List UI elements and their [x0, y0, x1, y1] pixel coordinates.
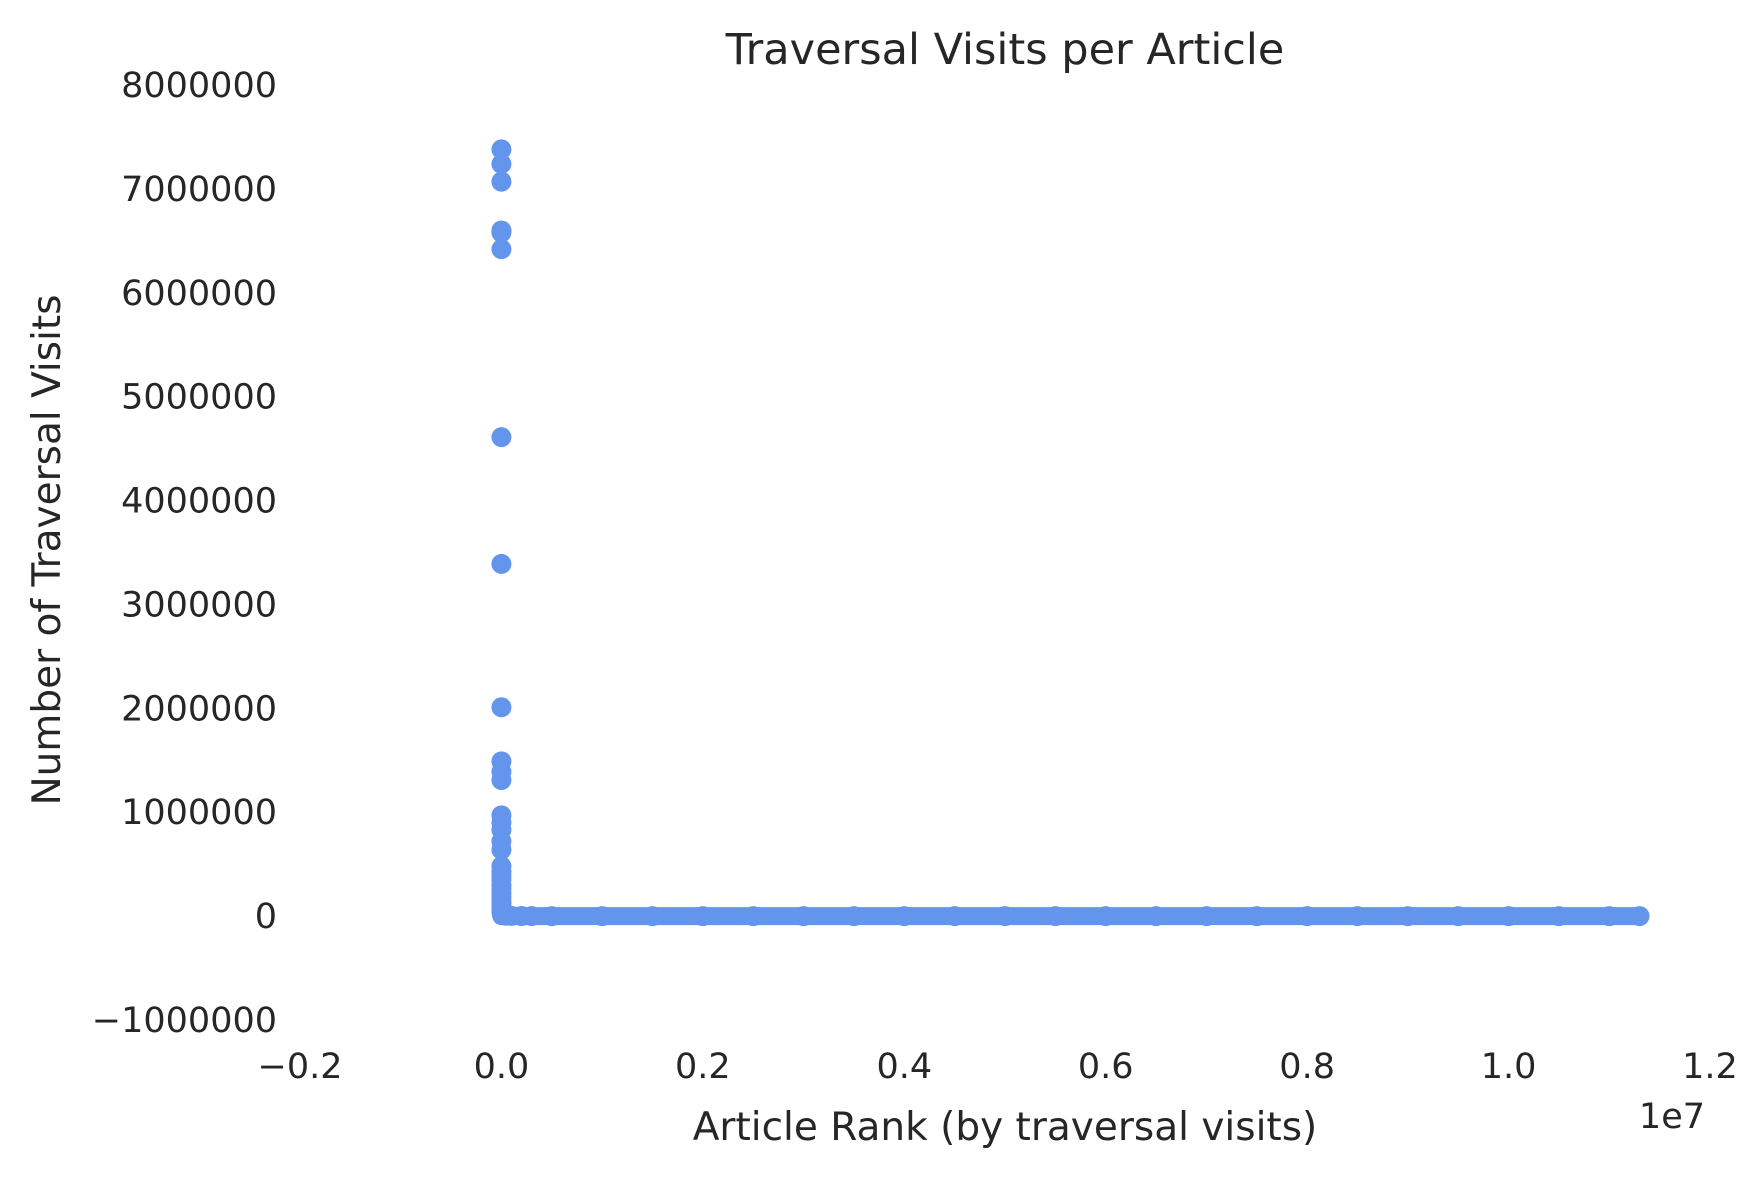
x-tick-label: −0.2 [258, 1047, 343, 1087]
data-point [1146, 906, 1167, 927]
data-point [743, 906, 764, 927]
data-point [1045, 906, 1066, 927]
chart-title: Traversal Visits per Article [725, 25, 1285, 75]
x-axis-label: Article Rank (by traversal visits) [693, 1105, 1317, 1150]
data-point [1448, 906, 1469, 927]
data-point [491, 222, 512, 243]
data-points [491, 139, 1650, 927]
y-tick-label: 7000000 [121, 170, 277, 210]
data-point [1599, 906, 1620, 927]
data-point [1498, 906, 1519, 927]
data-point [491, 839, 512, 860]
data-point [491, 139, 512, 160]
x-tick-label: 1.0 [1481, 1047, 1537, 1087]
y-tick-label: 2000000 [121, 689, 277, 729]
x-tick-label: 0.6 [1078, 1047, 1134, 1087]
data-point [1548, 906, 1569, 927]
data-point [1297, 906, 1318, 927]
data-point [491, 697, 512, 718]
x-tick-label: 0.4 [876, 1047, 932, 1087]
data-point [491, 239, 512, 260]
x-axis-offset-label: 1e7 [1639, 1097, 1705, 1137]
data-point [541, 906, 562, 927]
x-tick-label: 0.8 [1279, 1047, 1335, 1087]
y-tick-label: 5000000 [121, 378, 277, 418]
y-tick-label: 4000000 [121, 482, 277, 522]
y-tick-label: 8000000 [121, 66, 277, 106]
data-point [1246, 906, 1267, 927]
data-point [793, 906, 814, 927]
data-point [1196, 906, 1217, 927]
y-tick-labels: −1000000 0 1000000 2000000 3000000 4000000 500… [92, 66, 277, 1041]
data-point [491, 153, 512, 174]
y-tick-label: −1000000 [92, 1001, 277, 1041]
y-tick-label: 3000000 [121, 585, 277, 625]
data-point [592, 906, 613, 927]
y-tick-label: 0 [255, 897, 277, 937]
data-point [521, 906, 542, 927]
data-point [944, 906, 965, 927]
data-point [843, 906, 864, 927]
y-tick-label: 1000000 [121, 793, 277, 833]
data-point [1629, 906, 1650, 927]
y-tick-label: 6000000 [121, 274, 277, 314]
y-axis-label: Number of Traversal Visits [25, 294, 70, 805]
data-point [1397, 906, 1418, 927]
data-point [491, 171, 512, 192]
data-point [642, 906, 663, 927]
data-point [491, 770, 512, 791]
data-point [1095, 906, 1116, 927]
data-point [491, 553, 512, 574]
data-point [1347, 906, 1368, 927]
x-tick-label: 0.0 [474, 1047, 530, 1087]
x-tick-label: 1.2 [1682, 1047, 1738, 1087]
data-point [995, 906, 1015, 927]
x-tick-labels: −0.2 0.0 0.2 0.4 0.6 0.8 1.0 1.2 [258, 1047, 1738, 1087]
x-tick-label: 0.2 [675, 1047, 731, 1087]
data-point [894, 906, 915, 927]
data-point [692, 906, 713, 927]
data-point [491, 427, 512, 448]
